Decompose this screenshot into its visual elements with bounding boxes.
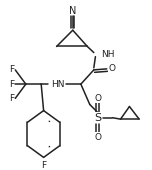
Text: O: O [94,94,101,103]
Text: O: O [94,133,101,142]
Text: F: F [41,161,46,170]
Text: N: N [69,6,76,16]
Text: NH: NH [101,50,115,59]
Text: O: O [109,64,116,73]
Text: S: S [94,113,101,123]
Text: HN: HN [51,80,64,89]
Text: F: F [9,94,14,103]
Text: F: F [9,80,14,89]
Text: F: F [9,65,14,74]
